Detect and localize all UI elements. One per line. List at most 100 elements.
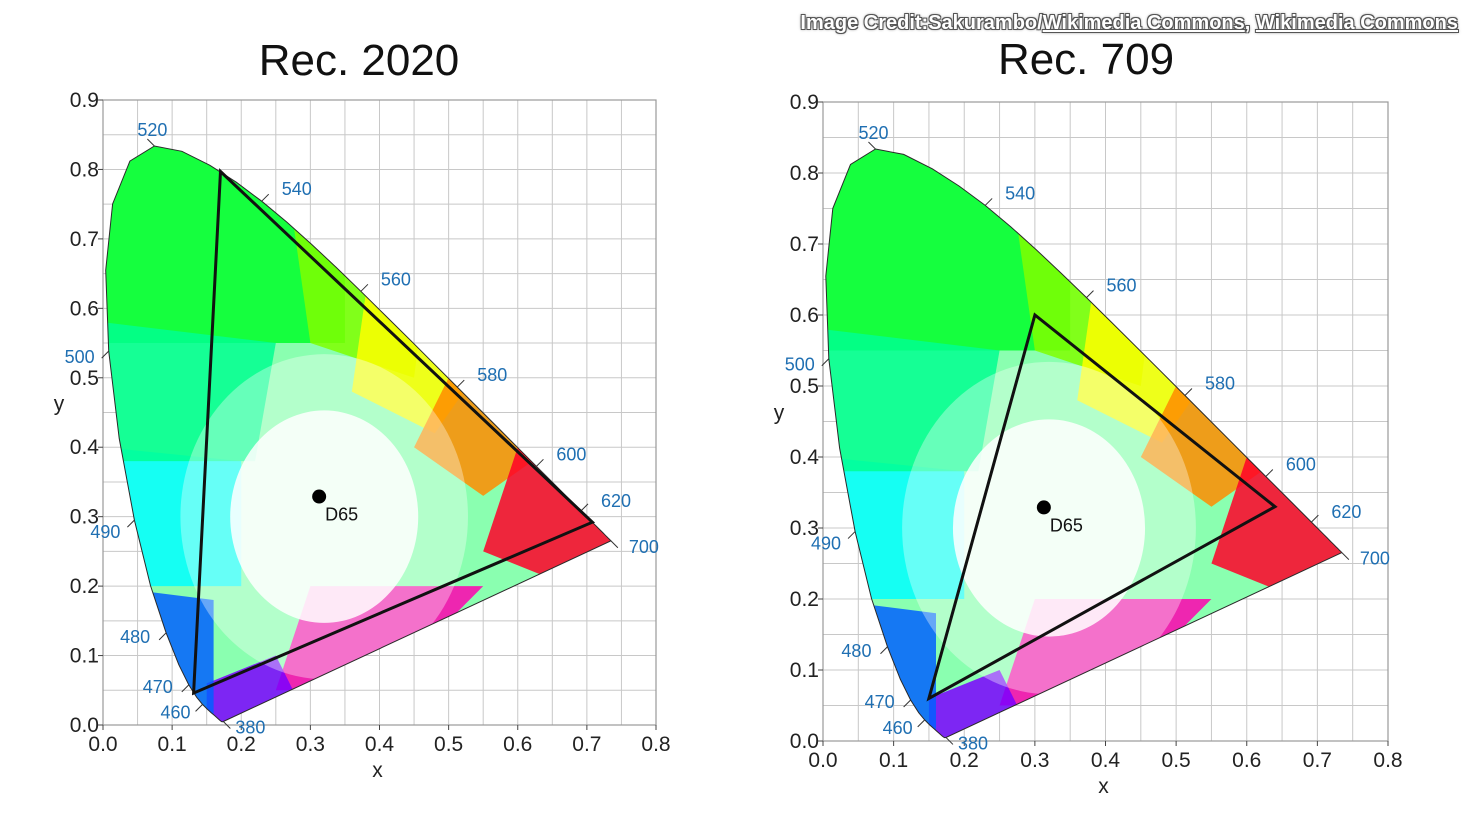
wavelength-tick: [456, 379, 465, 388]
wavelength-label-380: 380: [958, 733, 988, 753]
wavelength-label-460: 460: [883, 718, 913, 738]
credit-link-2[interactable]: Wikimedia Commons: [1255, 12, 1458, 34]
wavelength-label-560: 560: [1107, 276, 1137, 296]
x-tick-label: 0.5: [1162, 749, 1191, 772]
y-tick-label: 0.5: [790, 375, 819, 398]
wavelength-tick: [195, 704, 203, 712]
fill-white-halo: [180, 354, 468, 680]
chart-title: Rec. 709: [998, 35, 1174, 84]
x-tick-label: 0.4: [365, 733, 395, 756]
y-tick-label: 0.6: [790, 304, 819, 327]
y-tick-label: 0.2: [70, 575, 99, 598]
x-tick-label: 0.1: [879, 749, 908, 772]
credit-prefix: Image Credit:: [800, 12, 929, 34]
y-tick-label: 0.6: [70, 297, 99, 320]
wavelength-tick: [536, 458, 544, 467]
wavelength-label-470: 470: [143, 677, 173, 697]
credit-link-1[interactable]: Wikimedia Commons: [1042, 12, 1245, 34]
wavelength-label-470: 470: [865, 692, 895, 712]
wavelength-tick: [222, 721, 231, 729]
wavelength-label-620: 620: [1331, 502, 1361, 522]
image-credit: Image Credit:Sakurambo/Wikimedia Commons…: [800, 12, 1458, 35]
wavelength-label-520: 520: [137, 120, 167, 140]
x-tick-label: 0.7: [1303, 749, 1332, 772]
wavelength-label-480: 480: [120, 627, 150, 647]
wavelength-tick: [147, 138, 155, 147]
wavelength-tick: [158, 632, 167, 641]
chart-rec709: 0.0 0.1 0.2 0.3 0.4 0.5 0.6 0.7 0.8 0.0 0.1 0.2 0.3 0…: [774, 35, 1403, 798]
x-tick-label: 0.3: [1020, 749, 1049, 772]
y-tick-label: 0.5: [70, 367, 99, 390]
wavelength-tick: [1184, 388, 1193, 396]
wavelength-tick: [261, 193, 270, 202]
white-point-marker: [1036, 500, 1051, 515]
wavelength-label-620: 620: [601, 491, 631, 511]
y-tick-label: 0.7: [790, 233, 819, 256]
wavelength-label-600: 600: [1286, 455, 1316, 475]
white-point-label: D65: [1050, 515, 1083, 535]
wavelength-tick: [847, 531, 856, 539]
y-tick-label: 0.0: [790, 730, 819, 753]
wavelength-label-600: 600: [556, 444, 586, 464]
x-axis-label: x: [372, 759, 383, 782]
fill-band: [1211, 457, 1342, 635]
wavelength-label-520: 520: [858, 123, 888, 143]
credit-separator: ,: [1244, 12, 1256, 34]
x-axis-label: x: [1098, 775, 1109, 798]
wavelength-label-490: 490: [90, 522, 120, 542]
wavelength-label-500: 500: [785, 355, 815, 375]
wavelength-tick: [945, 737, 954, 745]
x-tick-label: 0.4: [1091, 749, 1121, 772]
wavelength-tick: [821, 358, 830, 367]
wavelength-tick: [1341, 552, 1350, 560]
y-tick-label: 0.3: [790, 517, 819, 540]
y-tick-label: 0.8: [70, 158, 99, 181]
wavelength-tick: [1265, 469, 1274, 477]
wavelength-tick: [880, 646, 888, 655]
y-tick-label: 0.8: [790, 162, 819, 185]
y-tick-label: 0.7: [70, 228, 99, 251]
y-tick-label: 0.1: [70, 645, 99, 668]
wavelength-label-500: 500: [65, 347, 95, 367]
x-tick-label: 0.2: [950, 749, 979, 772]
y-tick-label: 0.2: [790, 588, 819, 611]
x-tick-label: 0.8: [641, 733, 670, 756]
y-tick-label: 0.4: [70, 436, 100, 459]
wavelength-tick: [917, 719, 926, 728]
wavelength-tick: [610, 540, 619, 549]
wavelength-tick: [360, 283, 369, 292]
x-tick-label: 0.8: [1373, 749, 1402, 772]
gamut-triangle: [191, 168, 596, 696]
x-tick-label: 0.5: [434, 733, 463, 756]
fill-white-halo: [902, 361, 1196, 695]
chart-title: Rec. 2020: [259, 36, 460, 85]
x-tick-label: 0.6: [1232, 749, 1261, 772]
x-tick-label: 0.0: [808, 749, 837, 772]
y-tick-label: 0.4: [790, 446, 820, 469]
wavelength-label-540: 540: [1005, 183, 1035, 203]
wavelength-tick: [1086, 290, 1094, 298]
y-tick-label: 0.3: [70, 506, 99, 529]
wavelength-label-490: 490: [811, 534, 841, 554]
wavelength-label-560: 560: [381, 269, 411, 289]
spectral-locus-outline: [825, 148, 1343, 739]
wavelength-tick: [580, 503, 589, 512]
wavelength-label-540: 540: [282, 179, 312, 199]
y-tick-label: 0.1: [790, 659, 819, 682]
x-tick-label: 0.6: [503, 733, 532, 756]
wavelength-tick: [903, 699, 911, 708]
x-tick-label: 0.2: [227, 733, 256, 756]
white-point-label: D65: [325, 505, 358, 525]
fill-white-center: [230, 410, 419, 623]
y-tick-label: 0.0: [70, 714, 99, 737]
wavelength-label-580: 580: [1205, 374, 1235, 394]
spectral-locus-outline: [105, 145, 612, 723]
wavelength-label-480: 480: [841, 641, 871, 661]
wavelength-tick: [181, 684, 190, 693]
wavelength-label-700: 700: [1360, 549, 1390, 569]
fill-band: [105, 322, 276, 462]
y-tick-label: 0.9: [70, 89, 99, 112]
y-tick-label: 0.9: [790, 91, 819, 114]
wavelength-label-700: 700: [629, 537, 659, 557]
credit-author: Sakurambo/: [928, 12, 1043, 34]
